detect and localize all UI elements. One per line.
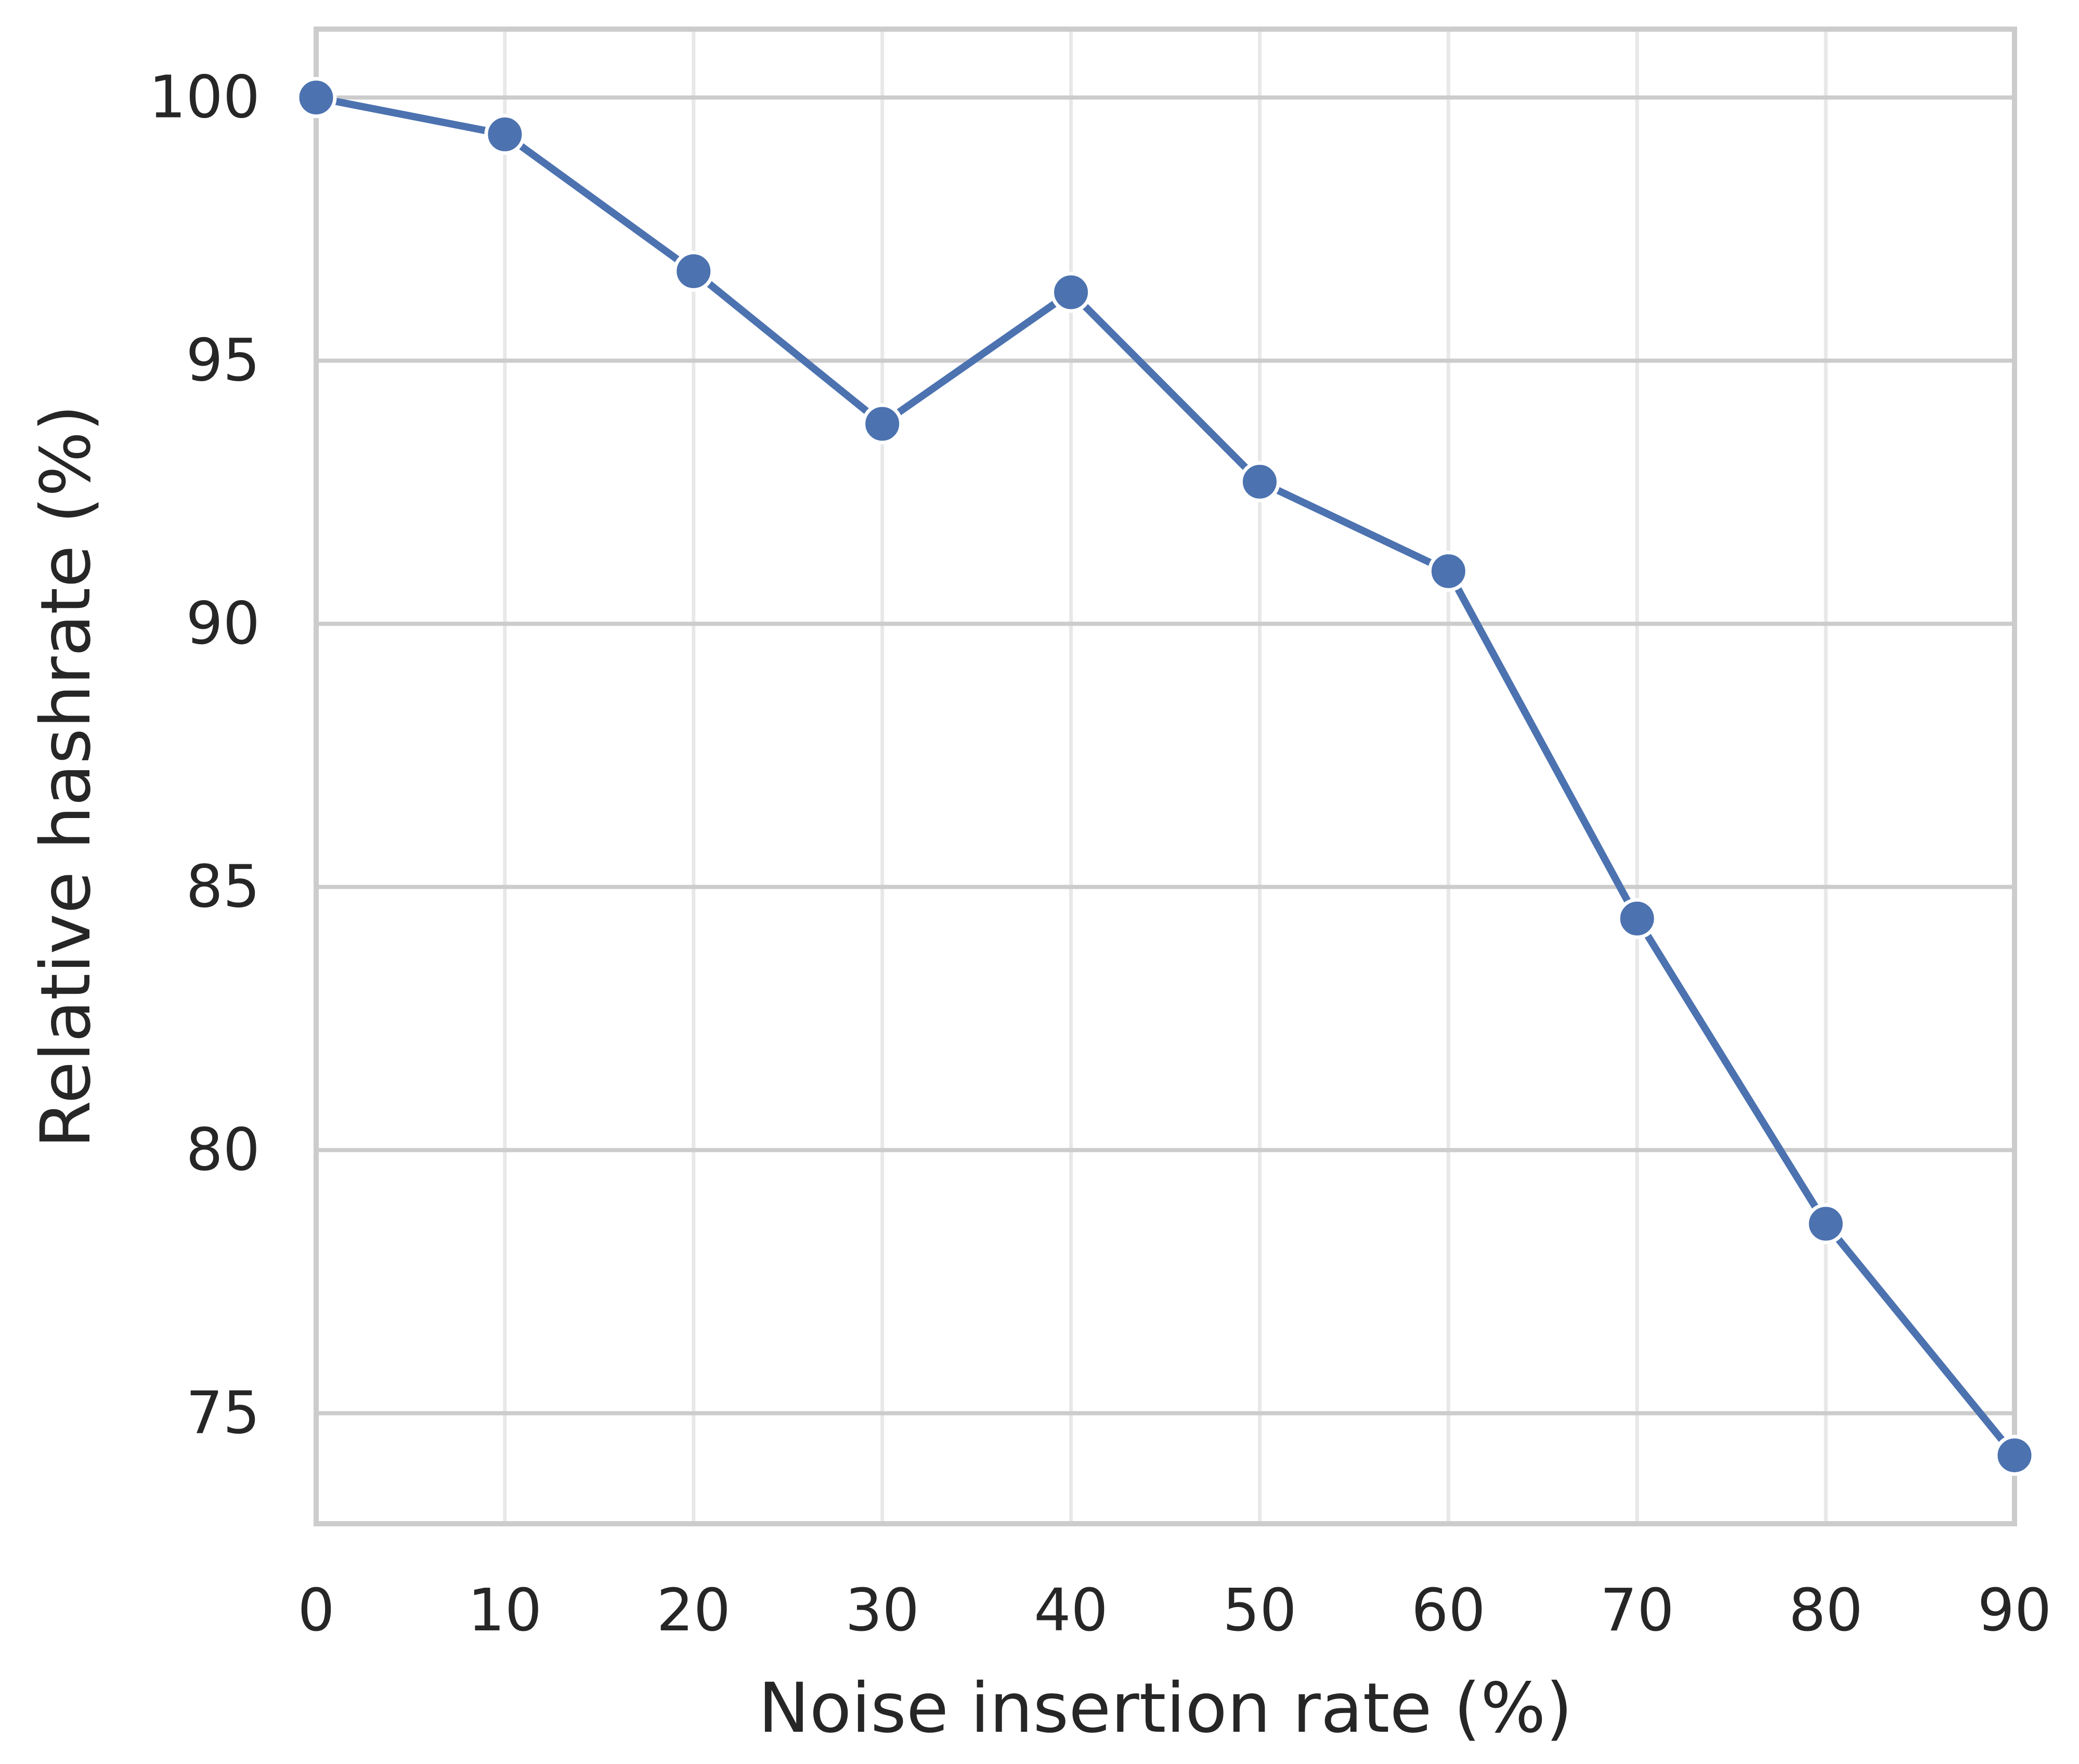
data-point xyxy=(1239,461,1280,502)
y-tick-label: 90 xyxy=(186,590,260,658)
data-point xyxy=(1616,898,1658,939)
x-tick-label: 40 xyxy=(1034,1577,1108,1644)
x-tick-label: 50 xyxy=(1223,1577,1297,1644)
x-tick-label: 20 xyxy=(657,1577,731,1644)
y-axis-title: Relative hashrate (%) xyxy=(26,405,106,1148)
data-point xyxy=(484,113,526,155)
x-tick-label: 60 xyxy=(1411,1577,1486,1644)
plot-frame xyxy=(314,27,2017,1526)
y-tick-label: 100 xyxy=(149,64,260,132)
x-tick-label: 90 xyxy=(1978,1577,2052,1644)
y-tick-label: 75 xyxy=(186,1379,260,1447)
data-point xyxy=(1805,1203,1847,1244)
y-tick-label: 80 xyxy=(186,1117,260,1184)
data-point xyxy=(1994,1434,2035,1476)
series-points-group xyxy=(295,77,2035,1476)
horizontal-gridlines xyxy=(316,95,2015,1416)
x-tick-label: 0 xyxy=(297,1577,334,1644)
y-tick-label: 95 xyxy=(186,327,260,395)
plot-background xyxy=(316,29,2015,1524)
x-tick-label: 10 xyxy=(468,1577,542,1644)
y-tick-labels: 75 80 85 90 95 100 xyxy=(149,64,260,1447)
x-tick-label: 80 xyxy=(1789,1577,1863,1644)
data-point xyxy=(295,77,337,119)
x-tick-label: 30 xyxy=(845,1577,919,1644)
x-tick-labels: 0 10 20 30 40 50 60 70 80 90 xyxy=(297,1577,2051,1644)
y-tick-label: 85 xyxy=(186,853,260,921)
x-axis-title: Noise insertion rate (%) xyxy=(758,1668,1573,1748)
data-point xyxy=(1427,550,1469,592)
x-tick-label: 70 xyxy=(1600,1577,1674,1644)
series-line-group xyxy=(313,94,2018,1459)
data-point xyxy=(673,251,714,292)
data-point xyxy=(862,403,903,445)
series-line xyxy=(313,94,2018,1459)
data-point xyxy=(1050,271,1092,313)
